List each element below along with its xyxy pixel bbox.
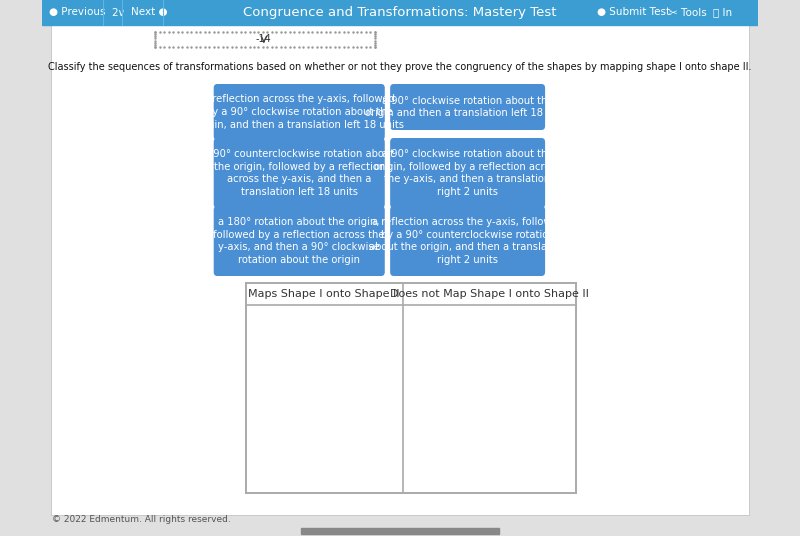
Text: -14: -14 <box>256 34 272 44</box>
FancyBboxPatch shape <box>390 206 545 276</box>
FancyBboxPatch shape <box>214 84 385 140</box>
Bar <box>42 0 758 25</box>
FancyBboxPatch shape <box>214 206 385 276</box>
FancyBboxPatch shape <box>214 138 385 208</box>
Text: a 90° clockwise rotation about the
origin and then a translation left 18 units: a 90° clockwise rotation about the origi… <box>365 95 570 118</box>
Text: a reflection across the y-axis, followed
by a 90° clockwise rotation about the
o: a reflection across the y-axis, followed… <box>194 94 404 130</box>
Text: ✂ Tools: ✂ Tools <box>669 8 706 18</box>
Text: Next ●: Next ● <box>131 8 168 18</box>
Text: a 90° clockwise rotation about the
origin, followed by a reflection across
the y: a 90° clockwise rotation about the origi… <box>374 149 561 197</box>
Text: Classify the sequences of transformations based on whether or not they prove the: Classify the sequences of transformation… <box>48 62 752 72</box>
Text: ⓘ In: ⓘ In <box>714 8 733 18</box>
Text: a 180° rotation about the origin,
followed by a reflection across the
y-axis, an: a 180° rotation about the origin, follow… <box>214 217 385 265</box>
Bar <box>302 528 498 534</box>
FancyBboxPatch shape <box>50 25 750 515</box>
FancyBboxPatch shape <box>390 84 545 130</box>
Text: a 90° counterclockwise rotation about
the origin, followed by a reflection
acros: a 90° counterclockwise rotation about th… <box>204 149 394 197</box>
Text: 2∨: 2∨ <box>112 8 126 18</box>
Text: Maps Shape I onto Shape II: Maps Shape I onto Shape II <box>249 289 400 299</box>
Text: Does not Map Shape I onto Shape II: Does not Map Shape I onto Shape II <box>390 289 589 299</box>
Bar <box>246 283 575 493</box>
Text: ● Submit Test: ● Submit Test <box>597 8 670 18</box>
FancyBboxPatch shape <box>390 138 545 208</box>
Text: a reflection across the y-axis, followed
by a 90° counterclockwise rotation
abou: a reflection across the y-axis, followed… <box>369 217 566 265</box>
Text: Congruence and Transformations: Mastery Test: Congruence and Transformations: Mastery … <box>243 6 557 19</box>
Text: © 2022 Edmentum. All rights reserved.: © 2022 Edmentum. All rights reserved. <box>53 516 231 525</box>
Text: ● Previous: ● Previous <box>49 8 106 18</box>
